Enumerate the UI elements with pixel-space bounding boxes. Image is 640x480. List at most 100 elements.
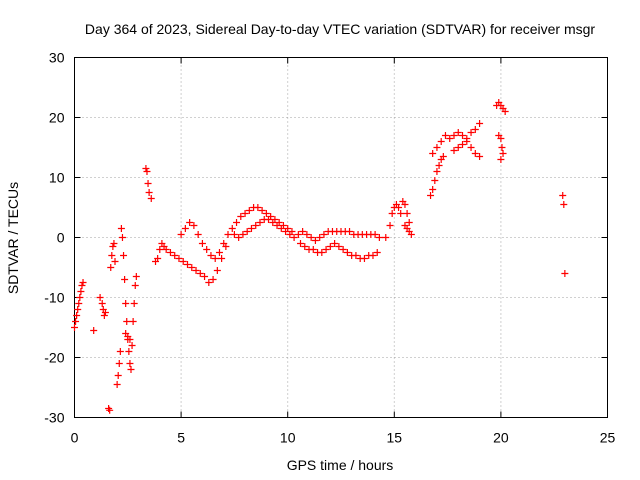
data-point [74, 306, 82, 313]
data-point [115, 360, 123, 367]
data-point [162, 246, 170, 253]
data-point [439, 153, 447, 160]
data-point [122, 300, 130, 307]
data-point [79, 279, 87, 286]
x-tick-label: 5 [177, 430, 185, 446]
data-point [454, 129, 462, 136]
data-point [303, 231, 311, 238]
data-point [476, 120, 484, 127]
data-point [171, 252, 179, 259]
data-point [501, 108, 509, 115]
data-point [346, 228, 354, 235]
data-point [220, 240, 228, 247]
data-point [126, 336, 134, 343]
data-point [72, 318, 80, 325]
x-tick-label: 0 [71, 430, 79, 446]
data-point [343, 249, 351, 256]
data-point [188, 264, 196, 271]
data-point [450, 132, 458, 139]
data-point [561, 270, 569, 277]
data-point [290, 234, 298, 241]
data-point [154, 255, 162, 262]
data-point [101, 309, 109, 316]
data-point [181, 225, 189, 232]
x-axis-label: GPS time / hours [287, 457, 394, 473]
data-point [132, 273, 140, 280]
data-point [397, 210, 405, 217]
data-point [243, 228, 251, 235]
data-point [459, 132, 467, 139]
data-point [373, 249, 381, 256]
data-point [233, 219, 241, 226]
data-point [190, 222, 198, 229]
data-point [215, 249, 223, 256]
data-point [245, 207, 253, 214]
data-point [130, 300, 138, 307]
data-point [239, 231, 247, 238]
data-point [326, 243, 334, 250]
data-point [186, 219, 194, 226]
data-point [375, 234, 383, 241]
data-point [463, 138, 471, 145]
data-point [454, 144, 462, 151]
data-point [382, 234, 390, 241]
data-point [118, 234, 126, 241]
data-point [407, 231, 415, 238]
data-point [78, 282, 86, 289]
data-point [311, 237, 319, 244]
data-point [196, 270, 204, 277]
data-point [111, 258, 119, 265]
data-point [128, 342, 136, 349]
data-point [429, 186, 437, 193]
data-point [388, 210, 396, 217]
data-point [117, 225, 125, 232]
data-point [224, 231, 232, 238]
data-point [127, 366, 135, 373]
data-point [467, 129, 475, 136]
data-point [145, 189, 153, 196]
data-point [476, 153, 484, 160]
data-point [360, 255, 368, 262]
y-tick-label: 20 [49, 110, 65, 126]
data-point [395, 204, 403, 211]
data-point [499, 150, 507, 157]
data-point [209, 276, 217, 283]
data-point [108, 252, 116, 259]
data-point [143, 168, 151, 175]
data-point [286, 231, 294, 238]
data-point [405, 219, 413, 226]
data-point [252, 222, 260, 229]
data-point [371, 231, 379, 238]
data-point [203, 246, 211, 253]
axis-ticks [74, 57, 608, 418]
data-point [107, 264, 115, 271]
data-point [100, 312, 108, 319]
data-point [201, 273, 209, 280]
data-point [352, 252, 360, 259]
data-point [73, 312, 81, 319]
data-point [403, 210, 411, 217]
data-point [129, 318, 137, 325]
data-point [294, 231, 302, 238]
data-point [198, 240, 206, 247]
data-point [258, 207, 266, 214]
x-tick-label: 10 [280, 430, 296, 446]
plot-frame [74, 57, 608, 418]
data-point [429, 150, 437, 157]
y-tick-label: 30 [49, 50, 65, 66]
data-point [147, 195, 155, 202]
data-point [75, 300, 83, 307]
grid-lines [74, 57, 608, 418]
data-point [213, 267, 221, 274]
data-point [218, 255, 226, 262]
data-point [142, 165, 150, 172]
data-point [144, 180, 152, 187]
data-point [433, 144, 441, 151]
x-tick-label: 20 [493, 430, 509, 446]
data-point [207, 252, 215, 259]
data-point [123, 318, 131, 325]
data-points [71, 99, 569, 414]
data-point [339, 246, 347, 253]
data-point [309, 246, 317, 253]
